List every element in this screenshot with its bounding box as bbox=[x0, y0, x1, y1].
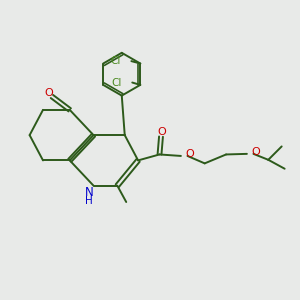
Text: N: N bbox=[85, 186, 93, 199]
Text: H: H bbox=[85, 196, 93, 206]
Text: O: O bbox=[186, 149, 194, 160]
Text: O: O bbox=[157, 127, 166, 136]
Text: Cl: Cl bbox=[110, 56, 120, 66]
Text: O: O bbox=[252, 147, 260, 158]
Text: Cl: Cl bbox=[111, 77, 121, 88]
Text: O: O bbox=[44, 88, 53, 98]
